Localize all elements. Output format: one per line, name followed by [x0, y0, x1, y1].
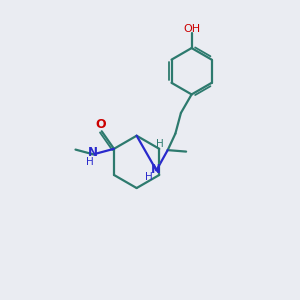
Text: N: N [151, 163, 161, 176]
Text: H: H [86, 157, 94, 167]
Text: H: H [156, 139, 164, 148]
Text: OH: OH [184, 24, 201, 34]
Text: N: N [88, 146, 98, 159]
Text: H: H [145, 172, 153, 182]
Text: O: O [95, 118, 106, 131]
